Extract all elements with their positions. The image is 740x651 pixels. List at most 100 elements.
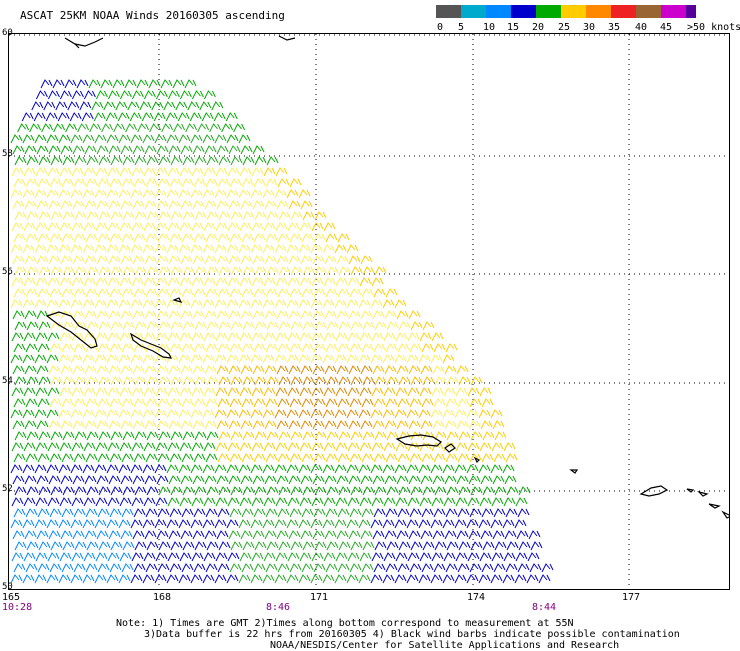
wind-barb [503,442,516,452]
wind-barb [11,497,24,507]
wind-barb [149,123,162,133]
wind-barb [311,222,324,232]
wind-barb [227,332,240,342]
wind-barb [29,123,42,133]
wind-barb [298,244,311,254]
wind-barb [398,321,411,331]
legend-label: 10 [483,22,496,33]
wind-barb [37,288,50,298]
wind-barb [360,255,373,265]
wind-barb [158,431,171,441]
wind-barb [324,255,337,265]
wind-barb [13,288,26,298]
wind-barb [241,398,254,408]
wind-barb [131,497,144,507]
wind-barb [227,387,240,397]
wind-barb [227,442,240,452]
wind-barb [238,244,251,254]
wind-barb [502,464,515,474]
wind-barb [179,552,192,562]
wind-barb [288,365,301,375]
wind-barb [108,475,121,485]
wind-barb [205,508,218,518]
wind-barb [136,79,149,89]
wind-barb [107,442,120,452]
wind-barb [73,343,86,353]
legend-swatch [686,5,696,18]
wind-barb [170,266,183,276]
wind-barb [71,90,84,100]
wind-barb [301,233,314,243]
wind-barb [13,508,26,518]
wind-barb [346,409,359,419]
wind-barb [358,464,371,474]
wind-barb [96,530,109,540]
wind-barb [122,541,135,551]
wind-barb [252,420,265,430]
wind-barb [134,486,147,496]
wind-barb [371,442,384,452]
wind-barb [142,574,155,584]
wind-barb [170,541,183,551]
wind-barb [182,156,195,166]
wind-barb [22,519,35,529]
wind-barb [82,464,95,474]
wind-barb [299,387,312,397]
wind-barb [48,200,61,210]
wind-barb [47,222,60,232]
wind-barb [146,431,159,441]
wind-barb [109,508,122,518]
legend-swatch [436,5,461,18]
wind-barb [157,398,170,408]
wind-barb [84,145,97,155]
wind-barb [373,508,386,518]
wind-barb [46,189,59,199]
wind-barb [132,145,145,155]
wind-barb [323,222,336,232]
wind-barb [74,156,87,166]
wind-barb [48,145,61,155]
wind-barb [214,574,227,584]
wind-barb [384,530,397,540]
wind-barb [274,244,287,254]
wind-barb [250,409,263,419]
wind-barb [456,475,469,485]
wind-barb [290,211,303,221]
wind-barb [335,387,348,397]
wind-barb [192,530,205,540]
wind-barb [372,420,385,430]
wind-barb [62,486,75,496]
wind-barb [250,464,263,474]
wind-barb [85,288,98,298]
wind-barb [130,354,143,364]
wind-barb [386,541,399,551]
wind-barb [26,156,39,166]
wind-barb [202,464,215,474]
lon-label: 174 [467,592,486,603]
wind-barb [455,552,468,562]
wind-barb [214,189,227,199]
legend-label: 25 [558,22,571,33]
wind-barb [298,409,311,419]
wind-barb [478,409,491,419]
wind-barb [386,431,399,441]
wind-barb [94,409,107,419]
wind-barb [70,354,83,364]
wind-barb [146,541,159,551]
wind-barb [12,200,25,210]
wind-barb [442,354,455,364]
wind-barb [70,189,83,199]
wind-barb [397,398,410,408]
wind-barb [179,387,192,397]
wind-barb [396,310,409,320]
wind-barb [418,464,431,474]
wind-barb [204,200,217,210]
wind-barb [204,475,217,485]
wind-barb [302,211,315,221]
wind-barb [286,574,299,584]
wind-barb [233,123,246,133]
wind-barb [482,541,495,551]
wind-barb [154,574,167,584]
wind-barb [263,497,276,507]
wind-barb [298,189,311,199]
